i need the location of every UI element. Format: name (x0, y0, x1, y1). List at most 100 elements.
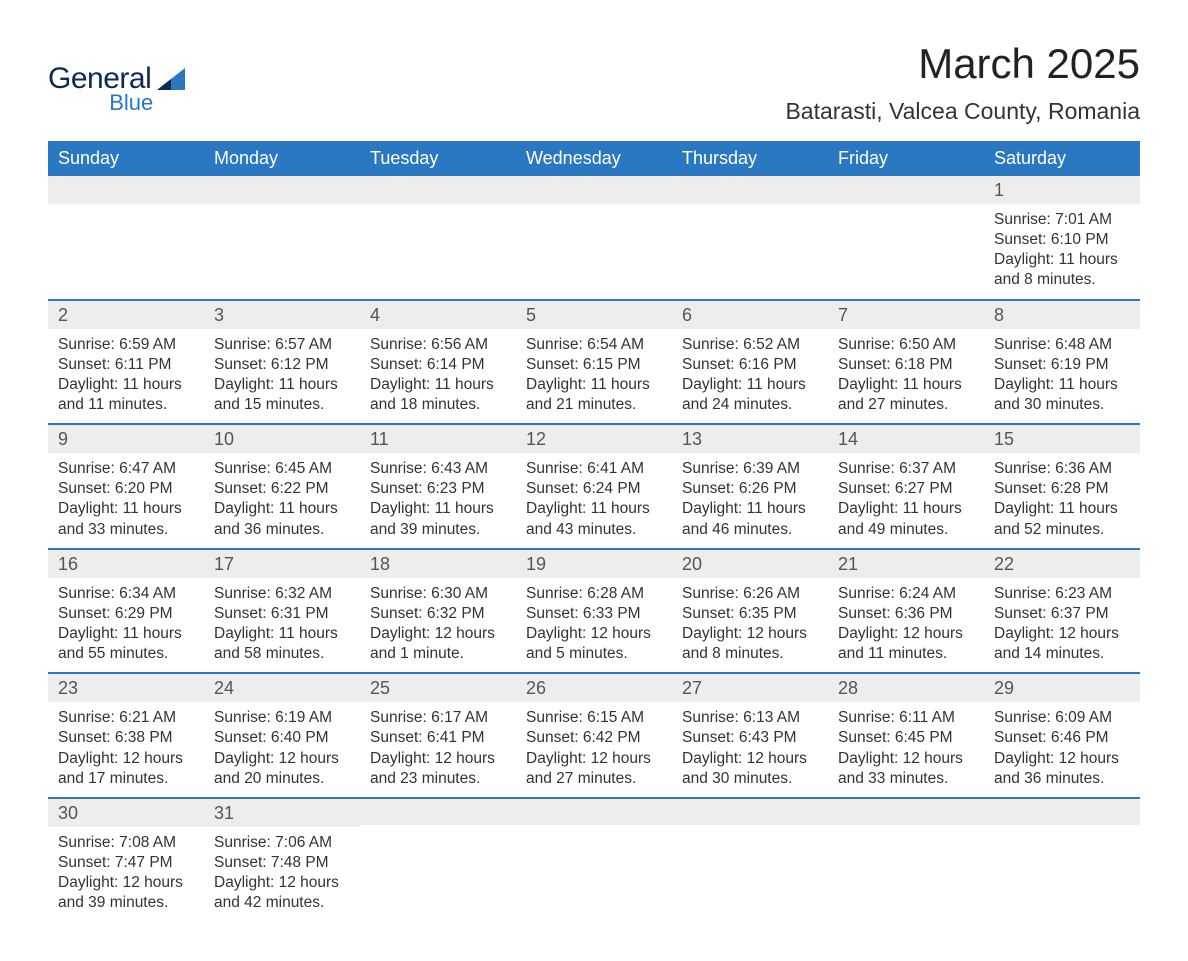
day-number: 26 (516, 672, 672, 702)
sunset-text: Sunset: 6:11 PM (58, 355, 194, 375)
sunrise-text: Sunrise: 6:52 AM (682, 335, 818, 355)
day-number: 1 (984, 176, 1140, 204)
daylight-text: Daylight: 11 hours and 52 minutes. (994, 499, 1130, 539)
day-cell: 8Sunrise: 6:48 AMSunset: 6:19 PMDaylight… (984, 299, 1140, 424)
sunrise-text: Sunrise: 6:54 AM (526, 335, 662, 355)
empty-day-bar (672, 797, 828, 825)
day-details: Sunrise: 6:45 AMSunset: 6:22 PMDaylight:… (204, 453, 360, 548)
sunrise-text: Sunrise: 6:32 AM (214, 584, 350, 604)
daylight-text: Daylight: 12 hours and 39 minutes. (58, 873, 194, 913)
daylight-text: Daylight: 12 hours and 11 minutes. (838, 624, 974, 664)
day-number: 21 (828, 548, 984, 578)
day-header: Friday (828, 141, 984, 176)
day-cell: 19Sunrise: 6:28 AMSunset: 6:33 PMDayligh… (516, 548, 672, 673)
day-details: Sunrise: 6:13 AMSunset: 6:43 PMDaylight:… (672, 702, 828, 797)
daylight-text: Daylight: 11 hours and 27 minutes. (838, 375, 974, 415)
day-details: Sunrise: 6:26 AMSunset: 6:35 PMDaylight:… (672, 578, 828, 673)
day-number: 14 (828, 423, 984, 453)
day-cell: 14Sunrise: 6:37 AMSunset: 6:27 PMDayligh… (828, 423, 984, 548)
day-number: 27 (672, 672, 828, 702)
day-header: Tuesday (360, 141, 516, 176)
day-number: 8 (984, 299, 1140, 329)
daylight-text: Daylight: 11 hours and 21 minutes. (526, 375, 662, 415)
sunrise-text: Sunrise: 6:41 AM (526, 459, 662, 479)
month-title: March 2025 (785, 40, 1140, 88)
sunrise-text: Sunrise: 6:21 AM (58, 708, 194, 728)
day-cell: 2Sunrise: 6:59 AMSunset: 6:11 PMDaylight… (48, 299, 204, 424)
sunset-text: Sunset: 7:48 PM (214, 853, 350, 873)
sunset-text: Sunset: 6:23 PM (370, 479, 506, 499)
day-details: Sunrise: 6:36 AMSunset: 6:28 PMDaylight:… (984, 453, 1140, 548)
day-number: 7 (828, 299, 984, 329)
day-details: Sunrise: 6:41 AMSunset: 6:24 PMDaylight:… (516, 453, 672, 548)
day-details: Sunrise: 6:56 AMSunset: 6:14 PMDaylight:… (360, 329, 516, 424)
sunrise-text: Sunrise: 6:34 AM (58, 584, 194, 604)
day-number: 2 (48, 299, 204, 329)
daylight-text: Daylight: 12 hours and 30 minutes. (682, 749, 818, 789)
sunset-text: Sunset: 6:18 PM (838, 355, 974, 375)
day-number: 3 (204, 299, 360, 329)
sunset-text: Sunset: 6:32 PM (370, 604, 506, 624)
daylight-text: Daylight: 11 hours and 30 minutes. (994, 375, 1130, 415)
sunrise-text: Sunrise: 6:24 AM (838, 584, 974, 604)
day-cell (984, 797, 1140, 922)
empty-day-bar (516, 797, 672, 825)
daylight-text: Daylight: 12 hours and 23 minutes. (370, 749, 506, 789)
sunset-text: Sunset: 6:10 PM (994, 230, 1130, 250)
daylight-text: Daylight: 12 hours and 20 minutes. (214, 749, 350, 789)
sunset-text: Sunset: 6:43 PM (682, 728, 818, 748)
day-cell: 15Sunrise: 6:36 AMSunset: 6:28 PMDayligh… (984, 423, 1140, 548)
sunset-text: Sunset: 6:45 PM (838, 728, 974, 748)
empty-day-bar (828, 797, 984, 825)
day-number: 29 (984, 672, 1140, 702)
empty-day-details (360, 204, 516, 238)
day-cell: 24Sunrise: 6:19 AMSunset: 6:40 PMDayligh… (204, 672, 360, 797)
day-header: Thursday (672, 141, 828, 176)
day-details: Sunrise: 6:09 AMSunset: 6:46 PMDaylight:… (984, 702, 1140, 797)
calendar: SundayMondayTuesdayWednesdayThursdayFrid… (48, 141, 1140, 921)
day-cell (672, 176, 828, 299)
empty-day-details (204, 204, 360, 238)
daylight-text: Daylight: 11 hours and 36 minutes. (214, 499, 350, 539)
weeks-container: 1Sunrise: 7:01 AMSunset: 6:10 PMDaylight… (48, 176, 1140, 921)
sunset-text: Sunset: 6:24 PM (526, 479, 662, 499)
day-cell: 22Sunrise: 6:23 AMSunset: 6:37 PMDayligh… (984, 548, 1140, 673)
day-cell: 9Sunrise: 6:47 AMSunset: 6:20 PMDaylight… (48, 423, 204, 548)
week-row: 30Sunrise: 7:08 AMSunset: 7:47 PMDayligh… (48, 797, 1140, 922)
day-details: Sunrise: 6:17 AMSunset: 6:41 PMDaylight:… (360, 702, 516, 797)
sunset-text: Sunset: 6:35 PM (682, 604, 818, 624)
daylight-text: Daylight: 11 hours and 43 minutes. (526, 499, 662, 539)
day-details: Sunrise: 6:24 AMSunset: 6:36 PMDaylight:… (828, 578, 984, 673)
daylight-text: Daylight: 12 hours and 36 minutes. (994, 749, 1130, 789)
day-cell: 30Sunrise: 7:08 AMSunset: 7:47 PMDayligh… (48, 797, 204, 922)
sunset-text: Sunset: 6:42 PM (526, 728, 662, 748)
day-details: Sunrise: 6:21 AMSunset: 6:38 PMDaylight:… (48, 702, 204, 797)
sunrise-text: Sunrise: 6:36 AM (994, 459, 1130, 479)
daylight-text: Daylight: 11 hours and 8 minutes. (994, 250, 1130, 290)
empty-day-bar (672, 176, 828, 204)
day-cell: 16Sunrise: 6:34 AMSunset: 6:29 PMDayligh… (48, 548, 204, 673)
day-number: 25 (360, 672, 516, 702)
day-cell: 4Sunrise: 6:56 AMSunset: 6:14 PMDaylight… (360, 299, 516, 424)
sunrise-text: Sunrise: 6:23 AM (994, 584, 1130, 604)
day-details: Sunrise: 6:52 AMSunset: 6:16 PMDaylight:… (672, 329, 828, 424)
day-cell: 23Sunrise: 6:21 AMSunset: 6:38 PMDayligh… (48, 672, 204, 797)
sunset-text: Sunset: 7:47 PM (58, 853, 194, 873)
sunrise-text: Sunrise: 6:26 AM (682, 584, 818, 604)
day-number: 6 (672, 299, 828, 329)
day-details: Sunrise: 6:37 AMSunset: 6:27 PMDaylight:… (828, 453, 984, 548)
empty-day-bar (204, 176, 360, 204)
sunset-text: Sunset: 6:40 PM (214, 728, 350, 748)
sunrise-text: Sunrise: 6:56 AM (370, 335, 506, 355)
empty-day-bar (48, 176, 204, 204)
location: Batarasti, Valcea County, Romania (785, 98, 1140, 125)
day-details: Sunrise: 7:06 AMSunset: 7:48 PMDaylight:… (204, 827, 360, 922)
day-details: Sunrise: 6:43 AMSunset: 6:23 PMDaylight:… (360, 453, 516, 548)
week-row: 2Sunrise: 6:59 AMSunset: 6:11 PMDaylight… (48, 299, 1140, 424)
day-cell: 27Sunrise: 6:13 AMSunset: 6:43 PMDayligh… (672, 672, 828, 797)
day-cell (828, 797, 984, 922)
sunrise-text: Sunrise: 6:13 AM (682, 708, 818, 728)
header: General Blue March 2025 Batarasti, Valce… (48, 40, 1140, 133)
daylight-text: Daylight: 11 hours and 24 minutes. (682, 375, 818, 415)
daylight-text: Daylight: 12 hours and 14 minutes. (994, 624, 1130, 664)
